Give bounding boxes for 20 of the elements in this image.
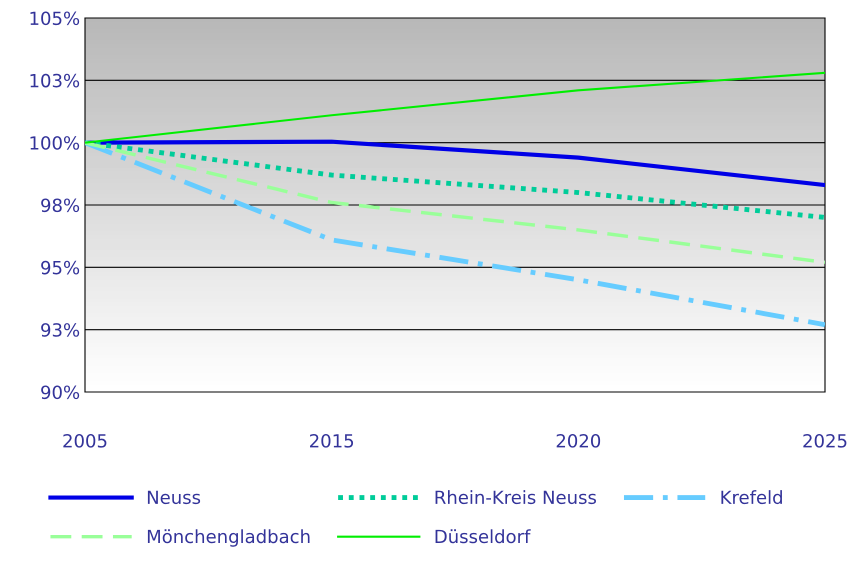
y-tick-label: 95% <box>41 260 80 274</box>
legend-label: Düsseldorf <box>436 529 531 544</box>
line-series <box>85 72 825 144</box>
legend-label: Neuss <box>148 490 200 504</box>
x-tick-label: 2005 <box>63 434 106 448</box>
x-tick-label: 2015 <box>310 434 354 448</box>
legend-label: Rhein-Kreis Neuss <box>436 490 596 504</box>
line-series <box>85 140 825 220</box>
y-tick-label: 93% <box>41 323 80 337</box>
legend-label: Mönchengladbach <box>148 529 310 547</box>
x-tick-label: 2020 <box>556 434 600 448</box>
legend-label: Krefeld <box>721 490 782 504</box>
line-series <box>85 140 825 264</box>
y-tick-label: 103% <box>30 74 80 88</box>
x-tick-label: 2025 <box>803 434 846 448</box>
line-series <box>85 140 825 328</box>
y-tick-label: 90% <box>41 385 80 400</box>
y-tick-label: 98% <box>41 198 80 212</box>
y-tick-label: 105% <box>30 11 80 26</box>
y-tick-label: 100% <box>30 136 80 150</box>
